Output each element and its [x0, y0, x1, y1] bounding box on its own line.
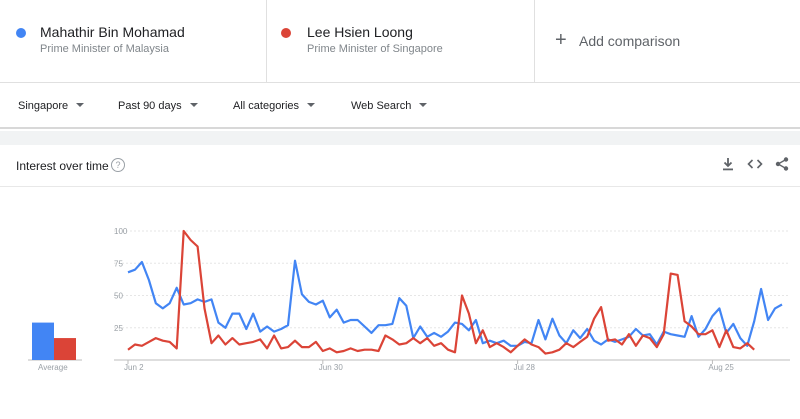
- caret-down-icon: [307, 103, 316, 107]
- region-dropdown[interactable]: Singapore: [18, 100, 85, 112]
- plus-icon: +: [555, 29, 567, 51]
- term-name: Lee Hsien Loong: [307, 24, 413, 40]
- y-tick-label: 75: [114, 259, 123, 268]
- search-type-dropdown[interactable]: Web Search: [351, 100, 428, 112]
- section-divider: [0, 131, 800, 145]
- category-dropdown[interactable]: All categories: [233, 100, 316, 112]
- term-subtitle: Prime Minister of Malaysia: [40, 43, 169, 55]
- compare-terms-bar: Mahathir Bin Mohamad Prime Minister of M…: [0, 0, 800, 83]
- caret-down-icon: [189, 103, 198, 107]
- average-bars: [28, 322, 82, 361]
- x-tick-label: Jun 30: [319, 363, 344, 372]
- time-range-dropdown[interactable]: Past 90 days: [118, 100, 198, 112]
- caret-down-icon: [76, 103, 85, 107]
- y-tick-label: 25: [114, 324, 123, 333]
- interest-over-time-chart: 25 50 75 100 Jun 2 Jun 30 Jul 28 Aug 25 Average: [28, 227, 790, 372]
- interest-over-time-header: Interest over time ?: [0, 145, 800, 187]
- series-color-dot: [281, 28, 291, 38]
- card-title: Interest over time: [16, 159, 109, 173]
- series-line: [127, 229, 755, 355]
- x-tick-label: Aug 25: [708, 363, 734, 372]
- chart-gridlines: [114, 230, 790, 364]
- embed-icon[interactable]: [747, 156, 763, 172]
- term-card-lee[interactable]: Lee Hsien Loong Prime Minister of Singap…: [267, 0, 535, 83]
- category-dropdown-label: All categories: [233, 100, 300, 112]
- average-label: Average: [38, 363, 68, 372]
- share-icon[interactable]: [774, 156, 790, 172]
- series-lines: [127, 229, 783, 355]
- filter-bar: Singapore Past 90 days All categories We…: [0, 83, 800, 129]
- region-dropdown-label: Singapore: [18, 100, 69, 112]
- series-line: [127, 259, 783, 347]
- download-icon[interactable]: [720, 156, 736, 172]
- add-comparison-button[interactable]: + Add comparison: [535, 0, 800, 83]
- x-tick-label: Jul 28: [514, 363, 536, 372]
- series-color-dot: [16, 28, 26, 38]
- term-card-mahathir[interactable]: Mahathir Bin Mohamad Prime Minister of M…: [0, 0, 267, 83]
- add-comparison-label: Add comparison: [579, 33, 681, 49]
- axis-labels: 25 50 75 100 Jun 2 Jun 30 Jul 28 Aug 25 Average: [38, 227, 734, 372]
- term-subtitle: Prime Minister of Singapore: [307, 43, 443, 55]
- search-type-dropdown-label: Web Search: [351, 100, 412, 112]
- caret-down-icon: [419, 103, 428, 107]
- y-tick-label: 100: [114, 227, 128, 236]
- x-tick-label: Jun 2: [124, 363, 144, 372]
- help-icon[interactable]: ?: [111, 158, 125, 172]
- average-bar: [54, 338, 76, 360]
- time-range-dropdown-label: Past 90 days: [118, 100, 182, 112]
- average-bar: [32, 322, 54, 360]
- y-tick-label: 50: [114, 292, 123, 301]
- term-name: Mahathir Bin Mohamad: [40, 24, 185, 40]
